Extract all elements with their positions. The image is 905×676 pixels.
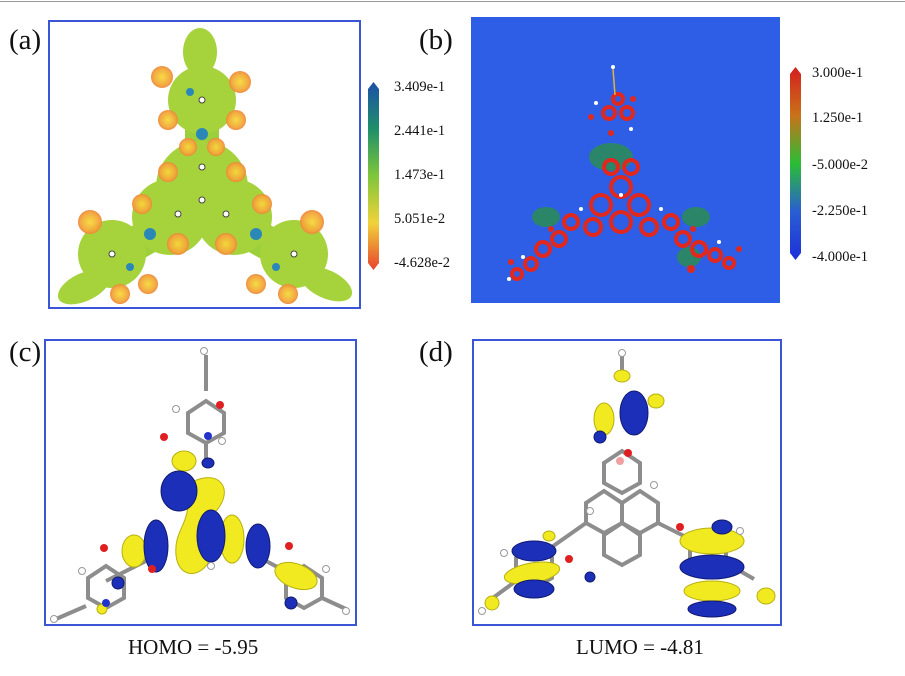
colorbar-b-tick-4: -4.000e-1 [812,249,868,265]
colorbar-a-tick-2: 1.473e-1 [394,167,446,183]
colorbar-a-tick-1: 2.441e-1 [394,123,446,139]
esp-surface-map [57,28,353,305]
lumo-caption: LUMO = -4.81 [576,635,704,659]
colorbar-a [368,82,379,270]
colorbar-b-tick-0: 3.000e-1 [812,65,864,81]
homo-orbital [50,347,350,623]
colorbar-b-tick-1: 1.250e-1 [812,110,864,126]
electron-density-map [507,65,742,281]
lumo-orbital [478,349,776,618]
colorbar-b [790,67,801,260]
colorbar-a-tick-3: 5.051e-2 [394,211,446,227]
top-rule [0,1,905,2]
colorbar-a-tick-4: -4.628e-2 [394,255,450,271]
panel-d-label: (d) [419,336,453,368]
panel-a-label: (a) [9,24,42,56]
panel-c-frame [44,339,357,626]
panel-b-label: (b) [419,24,453,56]
colorbar-a-tick-0: 3.409e-1 [394,79,446,95]
homo-caption: HOMO = -5.95 [128,635,259,659]
panel-a-frame [48,20,361,309]
panel-d-frame [472,339,782,626]
colorbar-b-tick-2: -5.000e-2 [812,157,868,173]
panel-c-label: (c) [9,336,42,368]
colorbar-b-tick-3: -2.250e-1 [812,203,868,219]
panel-b-map [471,17,780,303]
